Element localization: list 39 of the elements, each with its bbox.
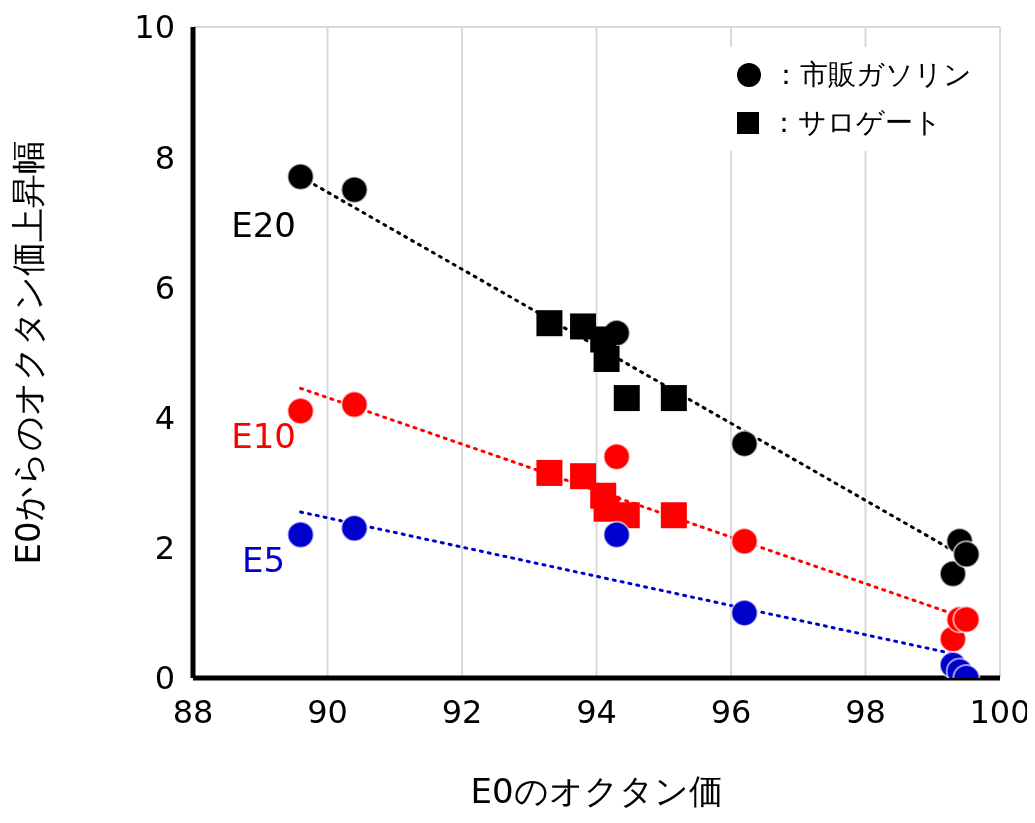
x-tick-label: 90 <box>307 692 348 731</box>
point <box>660 502 687 529</box>
point <box>536 310 563 337</box>
y-tick-label: 2 <box>154 529 175 568</box>
point <box>593 346 620 373</box>
y-tick-label: 10 <box>134 8 175 47</box>
point <box>938 559 967 588</box>
y-tick-label: 4 <box>154 398 175 437</box>
y-tick-label: 8 <box>154 138 175 177</box>
x-tick-label: 98 <box>845 692 886 731</box>
x-tick-label: 92 <box>441 692 483 731</box>
series-label: E5 <box>241 539 287 580</box>
point <box>730 429 759 458</box>
series-label: E20 <box>230 204 297 245</box>
x-tick-label: 88 <box>172 692 214 731</box>
point <box>340 514 369 543</box>
point <box>660 385 687 412</box>
point <box>570 463 597 490</box>
x-tick-label: 96 <box>710 692 752 731</box>
point <box>730 598 759 627</box>
point <box>340 390 369 419</box>
point <box>602 520 631 549</box>
y-tick-label: 6 <box>154 268 175 307</box>
legend-label: ：市販ガソリン <box>772 57 972 93</box>
series-label: E10 <box>230 416 297 457</box>
y-tick-label: 0 <box>154 659 175 698</box>
point <box>730 527 759 556</box>
point <box>952 540 981 569</box>
y-axis-title: E0からのオクタン価上昇幅 <box>8 140 49 565</box>
point <box>602 442 631 471</box>
point <box>613 385 640 412</box>
point <box>286 162 315 191</box>
point <box>340 175 369 204</box>
x-tick-label: 94 <box>576 692 617 731</box>
legend-label: ：サロゲート <box>770 105 942 141</box>
point <box>286 520 315 549</box>
point <box>536 459 563 486</box>
x-axis-title: E0のオクタン価 <box>470 771 723 811</box>
point <box>952 605 981 634</box>
